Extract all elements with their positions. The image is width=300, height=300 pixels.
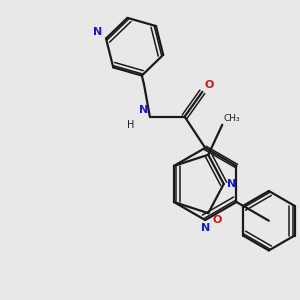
- Text: N: N: [227, 179, 236, 189]
- Text: O: O: [204, 80, 213, 90]
- Text: H: H: [127, 120, 134, 130]
- Text: N: N: [92, 27, 102, 37]
- Text: CH₃: CH₃: [224, 115, 241, 124]
- Text: O: O: [212, 215, 221, 225]
- Text: N: N: [201, 224, 210, 233]
- Text: N: N: [139, 105, 148, 115]
